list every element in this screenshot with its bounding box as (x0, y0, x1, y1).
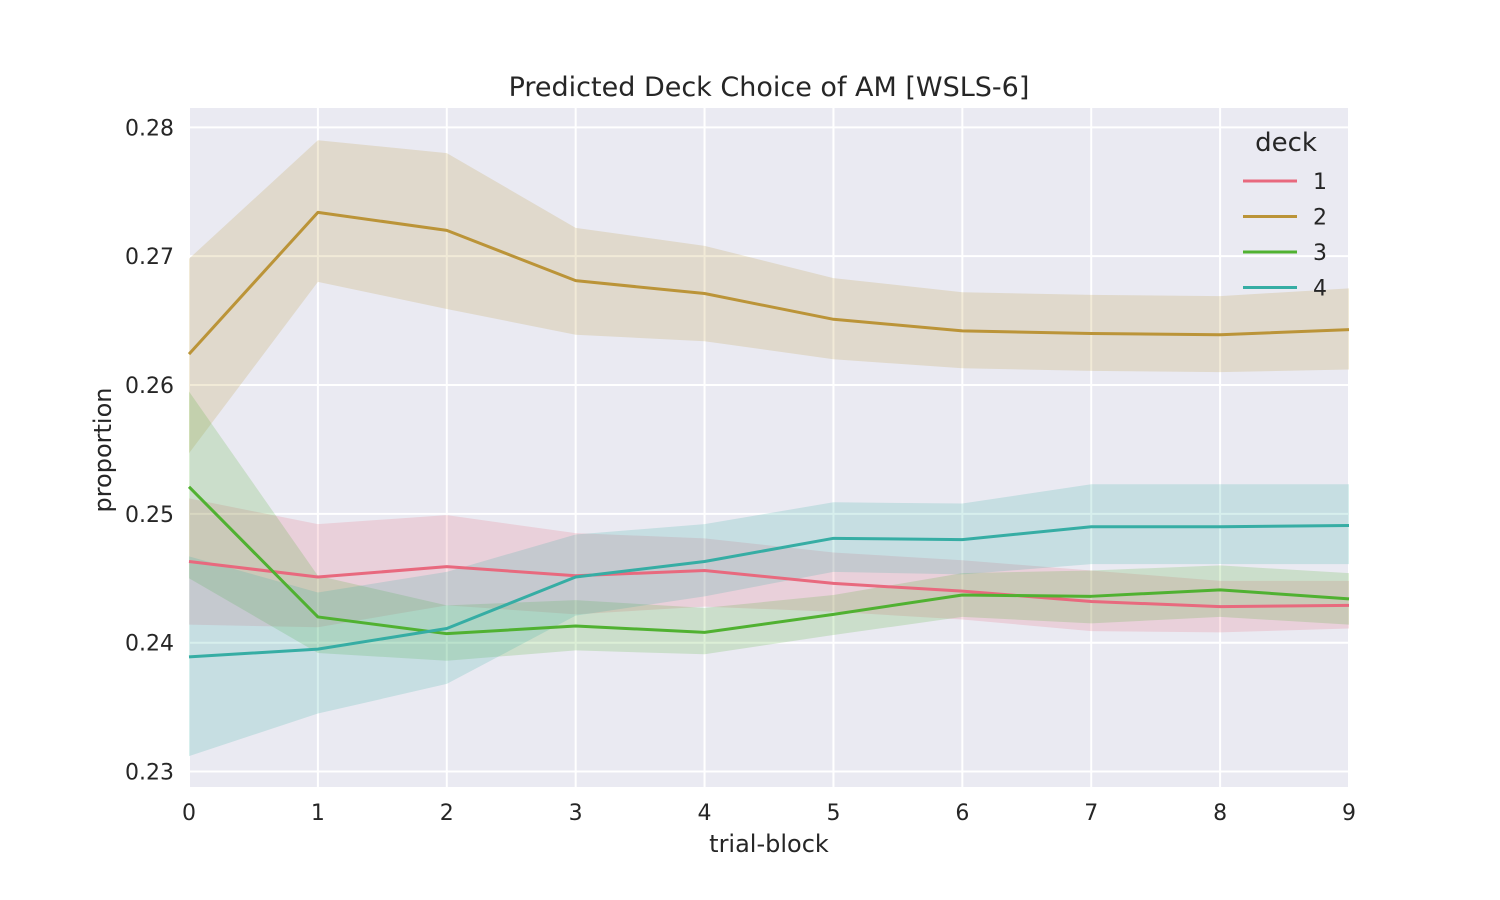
x-tick-label-9: 9 (1342, 801, 1356, 826)
legend-label-4: 4 (1313, 277, 1327, 302)
chart-title: Predicted Deck Choice of AM [WSLS-6] (509, 72, 1030, 103)
x-axis-label: trial-block (709, 830, 829, 858)
line-deck-4 (188, 523, 1350, 659)
legend-label-1: 1 (1313, 170, 1327, 195)
band-deck-4 (189, 484, 1349, 757)
x-tick-label-5: 5 (826, 801, 840, 826)
x-tick-label-6: 6 (955, 801, 969, 826)
x-tick-label-1: 1 (311, 801, 325, 826)
x-tick-label-0: 0 (182, 801, 196, 826)
legend-title: deck (1255, 128, 1317, 158)
legend: deck 1 2 3 4 (1243, 128, 1327, 302)
y-tick-label-0.26: 0.26 (125, 374, 174, 399)
y-tick-label-0.25: 0.25 (125, 503, 174, 528)
band-deck-3 (189, 391, 1349, 661)
y-tick-label-0.27: 0.27 (125, 245, 174, 270)
y-tick-label-0.24: 0.24 (125, 632, 174, 657)
line-deck-1 (188, 560, 1350, 609)
y-axis-label: proportion (89, 387, 117, 512)
line-deck-3 (187, 485, 1350, 636)
series-lines (187, 210, 1350, 659)
x-tick-label-2: 2 (440, 801, 454, 826)
legend-label-3: 3 (1313, 241, 1327, 266)
y-tick-label-0.28: 0.28 (125, 116, 174, 141)
grid-lines (188, 108, 1350, 787)
line-deck-2 (187, 210, 1350, 356)
x-tick-label-8: 8 (1213, 801, 1227, 826)
band-deck-2 (189, 140, 1349, 454)
x-tick-label-3: 3 (569, 801, 583, 826)
legend-label-2: 2 (1313, 206, 1327, 231)
y-tick-label-0.23: 0.23 (125, 761, 174, 786)
x-tick-label-7: 7 (1084, 801, 1098, 826)
x-tick-label-4: 4 (698, 801, 712, 826)
x-tick-labels: 0 1 2 3 4 5 6 7 8 9 (182, 801, 1356, 826)
y-tick-labels: 0.23 0.24 0.25 0.26 0.27 0.28 (125, 116, 174, 785)
